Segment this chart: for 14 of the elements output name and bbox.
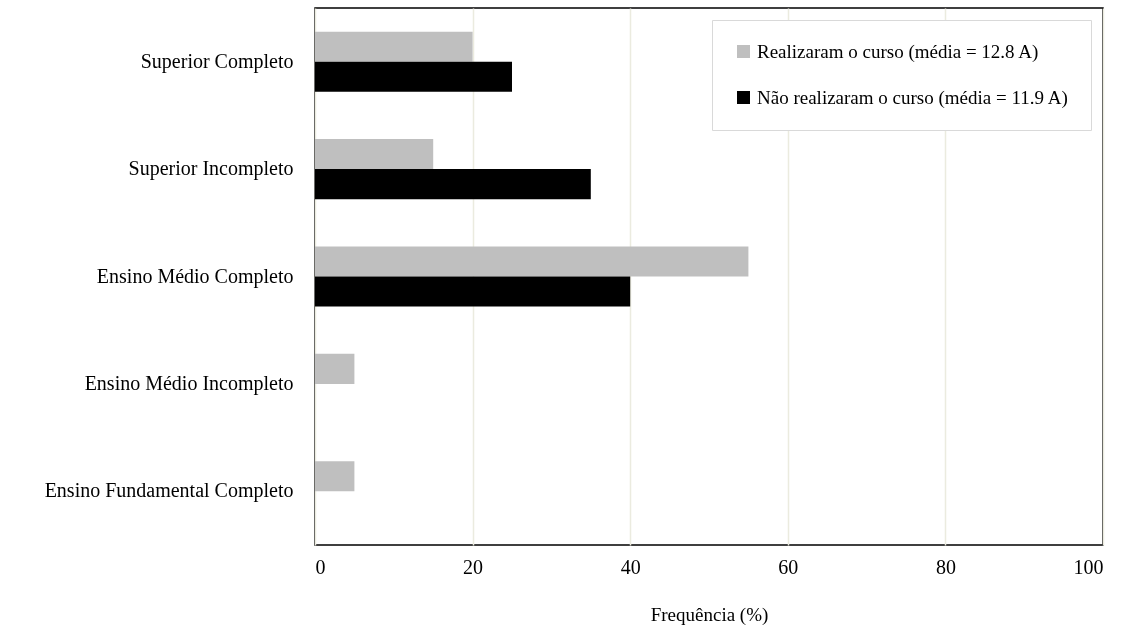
x-tick-label: 40 <box>620 555 641 578</box>
y-tick-label: Superior Completo <box>140 49 294 73</box>
x-tick-label: 60 <box>778 555 799 578</box>
y-tick-label: Ensino Médio Completo <box>96 264 294 288</box>
legend-label: Não realizaram o curso (média = 11.9 A) <box>757 86 1068 109</box>
x-tick-label: 80 <box>935 555 956 578</box>
y-tick-label: Superior Incompleto <box>128 157 294 181</box>
x-tick-label: 20 <box>463 555 484 578</box>
x-axis-title: Frequência (%) <box>650 603 769 626</box>
y-tick-label: Ensino Médio Incompleto <box>84 371 294 395</box>
legend-label: Realizaram o curso (média = 12.8 A) <box>757 40 1039 63</box>
y-tick-label: Ensino Fundamental Completo <box>44 479 294 503</box>
x-tick-label: 100 <box>1073 555 1104 578</box>
x-tick-label: 0 <box>315 555 326 578</box>
